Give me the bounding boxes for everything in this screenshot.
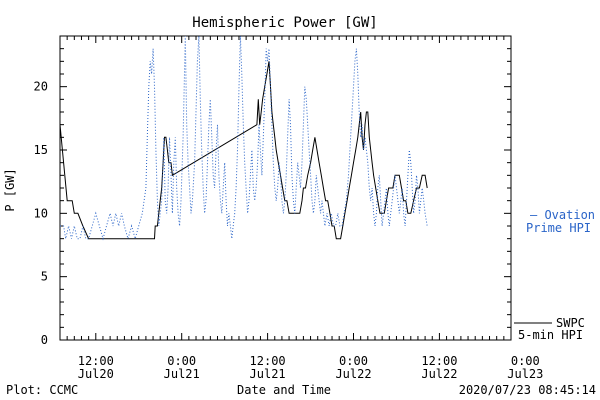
x-tick-time: 12:00 — [78, 354, 114, 368]
y-axis: 0 5 10 15 20 — [34, 35, 511, 347]
x-tick-time: 0:00 — [511, 354, 540, 368]
x-tick-time: 0:00 — [167, 354, 196, 368]
x-tick-date: Jul21 — [164, 367, 200, 381]
x-tick-time: 12:00 — [421, 354, 457, 368]
x-tick-time: 12:00 — [250, 354, 286, 368]
x-tick-time: 0:00 — [339, 354, 368, 368]
legend-ovation-line2: Prime HPI — [526, 221, 591, 235]
x-axis-label: Date and Time — [237, 383, 331, 397]
x-tick-date: Jul23 — [507, 367, 543, 381]
legend-swpc-line2: 5-min HPI — [518, 328, 583, 342]
legend-ovation: — Ovation Prime HPI — [526, 208, 595, 235]
y-tick-label: 5 — [41, 270, 48, 284]
series-swpc-line — [59, 61, 428, 240]
x-tick-date: Jul22 — [335, 367, 371, 381]
chart-title: Hemispheric Power [GW] — [192, 15, 377, 31]
y-tick-label: 15 — [34, 143, 48, 157]
plot-frame — [59, 35, 512, 341]
series-layer — [59, 35, 428, 241]
legend-ovation-line1: — Ovation — [530, 208, 595, 222]
y-tick-label: 10 — [34, 206, 48, 220]
x-tick-date: Jul20 — [78, 367, 114, 381]
y-axis-label: P [GW] — [3, 168, 17, 211]
y-tick-label: 20 — [34, 80, 48, 94]
x-tick-date: Jul21 — [250, 367, 286, 381]
legend-swpc-line1: SWPC — [556, 316, 585, 330]
x-tick-date: Jul22 — [421, 367, 457, 381]
footer-left: Plot: CCMC — [6, 383, 78, 397]
x-axis: 12:00Jul200:00Jul2112:00Jul210:00Jul2212… — [59, 36, 543, 381]
footer-right: 2020/07/23 08:45:14 — [459, 383, 596, 397]
y-tick-label: 0 — [41, 333, 48, 347]
series-ovation-line — [60, 35, 428, 241]
legend-swpc: SWPC 5-min HPI — [514, 316, 585, 342]
